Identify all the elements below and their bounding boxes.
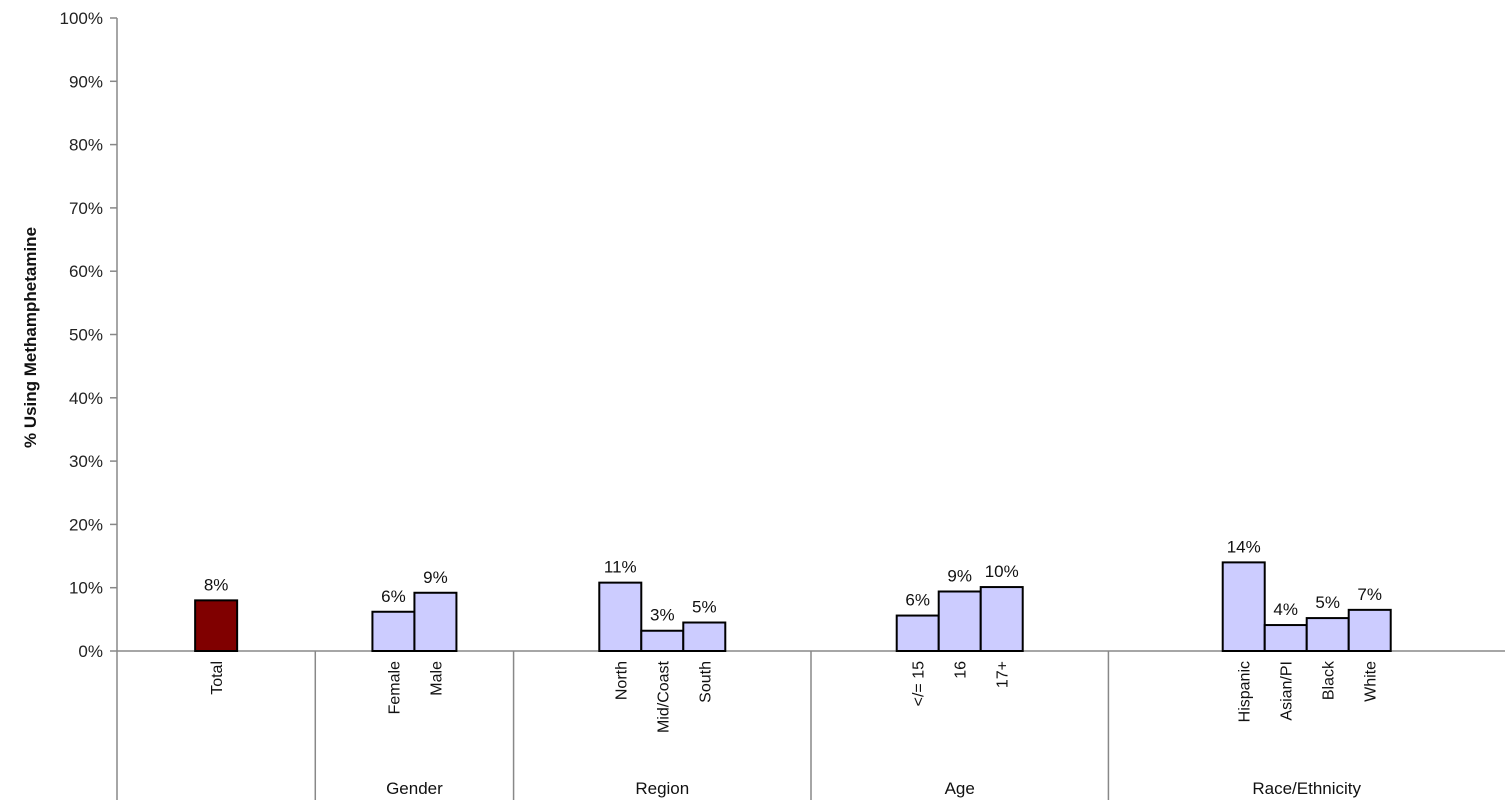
y-tick-label: 80%: [69, 136, 103, 155]
y-tick-label: 70%: [69, 199, 103, 218]
category-label: Mid/Coast: [655, 660, 672, 733]
y-tick-label: 50%: [69, 326, 103, 345]
axes: [110, 17, 1505, 800]
bar-mid-coast: [640, 629, 685, 653]
y-tick-label: 0%: [78, 642, 103, 661]
y-tick-label: 60%: [69, 262, 103, 281]
category-label: Black: [1321, 660, 1338, 700]
bar-total: [194, 599, 239, 652]
category-label: White: [1363, 661, 1380, 702]
bar-male: [413, 591, 458, 652]
y-tick-label: 40%: [69, 389, 103, 408]
bar-hispanic: [1221, 561, 1266, 653]
data-label: 7%: [1357, 585, 1382, 604]
data-label: 3%: [650, 606, 675, 625]
category-label: Male: [428, 661, 445, 696]
y-tick-label: 100%: [60, 9, 103, 28]
data-label: 10%: [985, 562, 1019, 581]
data-label: 9%: [947, 566, 972, 585]
data-label: 4%: [1273, 600, 1298, 619]
y-tick-label: 30%: [69, 452, 103, 471]
y-tick-label: 90%: [69, 72, 103, 91]
bar-16: [937, 590, 982, 652]
bar-white: [1347, 608, 1392, 652]
bar--15: [895, 614, 940, 652]
category-label: </= 15: [911, 661, 928, 706]
bars: [194, 561, 1392, 653]
category-label: Asian/PI: [1279, 661, 1296, 721]
bar-female: [371, 610, 416, 653]
bar-asian-pi: [1263, 624, 1308, 652]
y-tick-label: 20%: [69, 515, 103, 534]
group-label: Gender: [386, 779, 443, 798]
y-tick-label: 10%: [69, 579, 103, 598]
labels: 0% 10% 20% 30% 40% 50% 60% 70% 80% 90% 100% 8% Total…: [60, 9, 1382, 798]
category-label: North: [613, 661, 630, 700]
group-label: Race/Ethnicity: [1252, 779, 1361, 798]
data-label: 6%: [905, 591, 930, 610]
y-axis-title: % Using Methamphetamine: [21, 227, 40, 448]
bar-north: [598, 581, 643, 652]
category-label: Total: [209, 661, 226, 695]
bar-black: [1305, 617, 1350, 652]
bar-south: [682, 621, 727, 653]
data-label: 9%: [423, 568, 448, 587]
data-label: 5%: [692, 598, 717, 617]
data-label: 11%: [604, 558, 637, 577]
data-label: 6%: [381, 587, 406, 606]
category-label: 17+: [995, 661, 1012, 688]
category-label: Female: [386, 661, 403, 714]
group-label: Age: [945, 779, 975, 798]
bar-17-: [979, 586, 1024, 653]
data-label: 8%: [204, 575, 229, 594]
data-label: 14%: [1227, 537, 1261, 556]
category-label: Hispanic: [1237, 661, 1254, 722]
category-label: 16: [953, 661, 970, 679]
data-label: 5%: [1315, 593, 1340, 612]
category-label: South: [697, 661, 714, 703]
group-label: Region: [635, 779, 689, 798]
